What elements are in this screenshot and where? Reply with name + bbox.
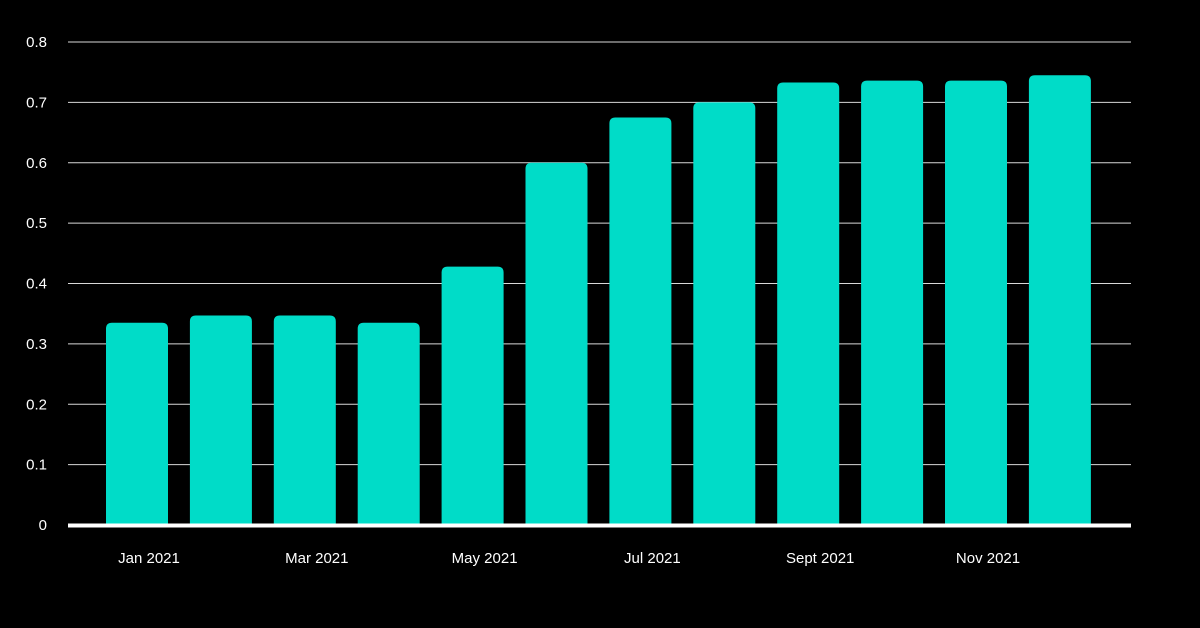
bar — [1028, 75, 1091, 526]
bar — [861, 80, 924, 525]
y-tick-label: 0.5 — [26, 215, 47, 232]
x-tick-label: Nov 2021 — [956, 550, 1020, 567]
x-tick-label: Sept 2021 — [786, 550, 854, 567]
bar — [189, 315, 252, 525]
y-tick-label: 0.4 — [26, 276, 47, 293]
y-axis-ticks: 0 0.1 0.2 0.3 0.4 0.5 0.6 0.7 0.8 — [26, 34, 47, 534]
y-tick-label: 0.7 — [26, 94, 47, 111]
y-tick-label: 0.1 — [26, 457, 47, 474]
x-tick-label: Mar 2021 — [285, 550, 348, 567]
y-tick-label: 0 — [39, 517, 47, 534]
bar — [525, 162, 588, 525]
x-tick-label: Jul 2021 — [624, 550, 681, 567]
y-tick-label: 0.6 — [26, 155, 47, 172]
bar — [609, 117, 672, 525]
bar — [106, 322, 168, 525]
bars — [106, 75, 1091, 526]
bar — [441, 266, 504, 525]
x-axis-ticks: Jan 2021 Mar 2021 May 2021 Jul 2021 Sept 202… — [118, 550, 1020, 567]
x-tick-label: May 2021 — [452, 550, 518, 567]
bar — [693, 102, 756, 525]
bar — [273, 315, 336, 525]
x-tick-label: Jan 2021 — [118, 550, 180, 567]
bar — [945, 80, 1007, 525]
y-tick-label: 0.3 — [26, 336, 47, 353]
bar — [357, 322, 420, 525]
bar — [777, 82, 840, 526]
y-tick-label: 0.8 — [26, 34, 47, 51]
y-tick-label: 0.2 — [26, 396, 47, 413]
